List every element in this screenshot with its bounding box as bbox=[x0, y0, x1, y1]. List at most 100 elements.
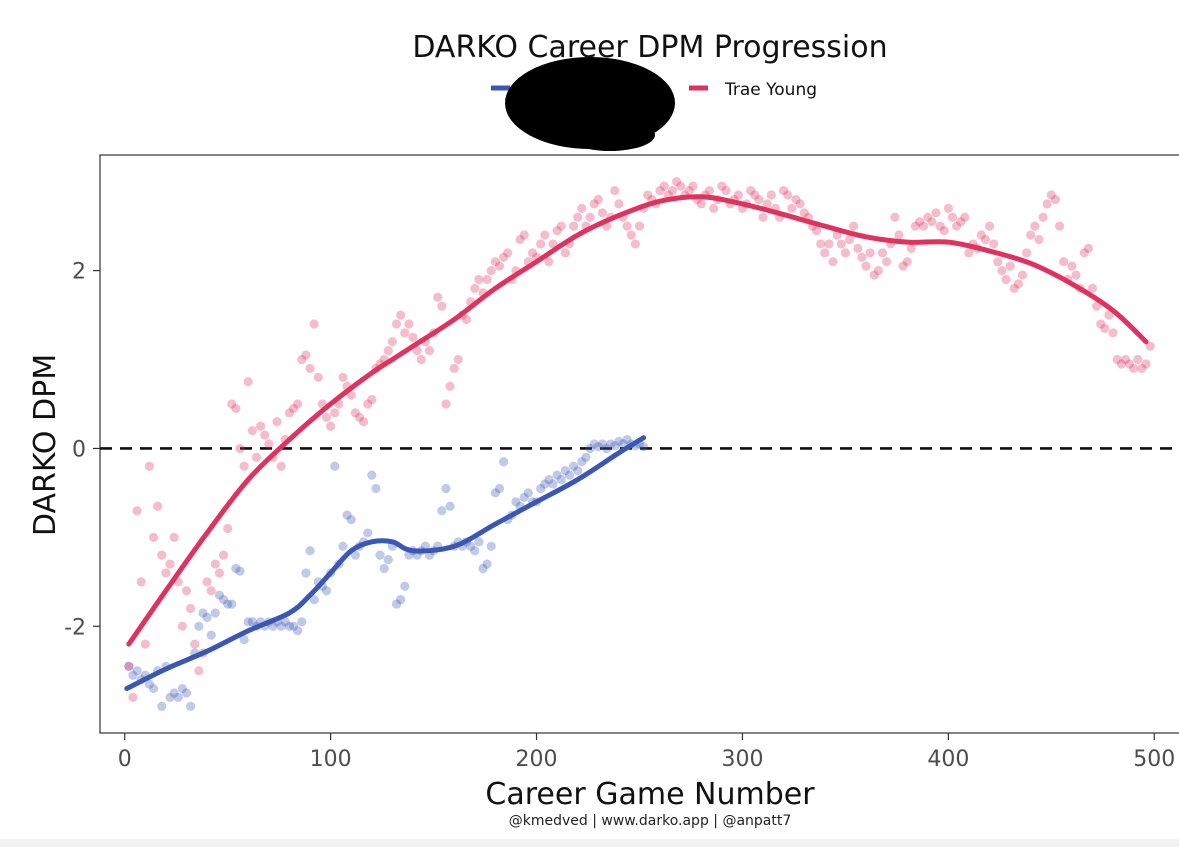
series-1-data-point bbox=[474, 537, 484, 547]
trae-young-data-point bbox=[453, 354, 463, 365]
trae-young-data-point bbox=[383, 346, 393, 356]
trae-young-data-point bbox=[853, 243, 863, 253]
trae-young-data-point bbox=[358, 417, 369, 427]
series-1-data-point bbox=[548, 479, 558, 489]
trae-young-data-point bbox=[943, 203, 953, 213]
series-1-data-point bbox=[391, 599, 402, 609]
series-1-data-point bbox=[486, 541, 496, 551]
trae-young-data-point bbox=[844, 234, 855, 245]
x-tick-label: 100 bbox=[310, 747, 352, 772]
series-1-data-point bbox=[400, 581, 410, 591]
trae-young-data-point bbox=[181, 586, 192, 596]
trae-young-data-point bbox=[223, 523, 233, 534]
trae-young-data-point bbox=[556, 221, 566, 231]
series-1-data-point bbox=[124, 661, 134, 671]
trae-young-data-point bbox=[1083, 243, 1093, 253]
trae-young-data-point bbox=[218, 550, 229, 560]
series-1-data-point bbox=[606, 439, 616, 449]
trae-young-data-point bbox=[391, 319, 402, 329]
trae-young-data-point bbox=[984, 221, 995, 231]
trae-young-data-point bbox=[276, 461, 286, 471]
series-1-data-point bbox=[610, 441, 620, 451]
trae-young-data-point bbox=[494, 261, 505, 271]
series-1-data-point bbox=[223, 599, 233, 609]
trae-young-data-point bbox=[704, 185, 715, 196]
trae-young-data-point bbox=[947, 212, 958, 222]
series-1-data-point bbox=[297, 617, 307, 627]
series-1-data-point bbox=[581, 452, 591, 462]
trae-young-data-point bbox=[498, 252, 509, 262]
trae-young-data-point bbox=[890, 212, 900, 222]
trae-young-data-point bbox=[610, 185, 620, 196]
series-1-data-point bbox=[350, 550, 360, 560]
series-1-data-point bbox=[338, 541, 348, 551]
series-1-data-point bbox=[194, 621, 204, 631]
x-tick-label: 200 bbox=[516, 747, 558, 772]
trae-young-data-point bbox=[144, 461, 155, 471]
trae-young-data-point bbox=[914, 217, 925, 227]
trae-young-data-point bbox=[288, 403, 299, 414]
trae-young-data-point bbox=[1141, 359, 1151, 369]
trae-young-data-point bbox=[840, 248, 851, 258]
series-1-data-point bbox=[301, 568, 311, 578]
trae-young-data-point bbox=[1026, 230, 1036, 240]
trae-young-data-point bbox=[1108, 328, 1118, 338]
trae-young-data-point bbox=[585, 212, 595, 222]
series-1-data-point bbox=[589, 439, 599, 449]
y-tick-label: -2 bbox=[64, 615, 86, 640]
trae-young-data-point bbox=[157, 550, 167, 560]
trae-young-data-point bbox=[877, 248, 888, 258]
x-tick-label: 400 bbox=[927, 747, 969, 772]
trae-young-data-point bbox=[1013, 279, 1023, 289]
series-1-data-point bbox=[622, 434, 632, 445]
trae-young-data-point bbox=[1133, 354, 1143, 365]
series-1-data-point bbox=[128, 670, 138, 680]
trae-young-data-point bbox=[1022, 248, 1032, 258]
series-1-data-point bbox=[367, 470, 377, 480]
trae-young-data-point bbox=[1009, 283, 1019, 293]
trae-young-data-point bbox=[956, 217, 966, 227]
series-1-data-point bbox=[556, 474, 566, 485]
trae-young-data-point bbox=[1050, 194, 1061, 205]
trae-young-data-point bbox=[630, 239, 640, 249]
y-tick-label: 2 bbox=[72, 260, 86, 285]
chart-caption: @kmedved | www.darko.app | @anpatt7 bbox=[509, 813, 792, 829]
trae-young-data-point bbox=[449, 363, 459, 374]
series-1-data-point bbox=[132, 666, 142, 676]
trae-young-data-point bbox=[301, 350, 311, 360]
trae-young-data-point bbox=[140, 639, 150, 649]
series-1-data-point bbox=[231, 563, 241, 574]
trae-young-data-point bbox=[482, 274, 492, 285]
trae-young-data-point bbox=[202, 577, 212, 587]
series-1-data-point bbox=[330, 461, 340, 471]
trae-young-data-point bbox=[1017, 270, 1028, 280]
trae-young-data-point bbox=[906, 243, 916, 253]
trae-young-data-point bbox=[861, 261, 871, 271]
series-1-data-point bbox=[601, 443, 612, 454]
series-1-data-point bbox=[490, 488, 500, 498]
series-1-data-point bbox=[466, 541, 476, 551]
trae-young-data-point bbox=[902, 257, 912, 267]
trae-young-data-point bbox=[816, 239, 826, 249]
trae-young-data-point bbox=[305, 363, 315, 374]
series-1-data-point bbox=[437, 506, 447, 516]
series-1-data-point bbox=[470, 546, 480, 556]
trae-young-data-point bbox=[206, 586, 216, 596]
series-1-data-point bbox=[169, 688, 179, 698]
series-1-data-point bbox=[441, 483, 451, 494]
series-1-data-point bbox=[227, 599, 237, 609]
trae-young-data-point bbox=[696, 199, 706, 209]
trae-young-data-point bbox=[939, 225, 949, 236]
series-1-data-point bbox=[214, 590, 225, 600]
trae-young-data-point bbox=[820, 248, 830, 258]
trae-young-data-point bbox=[424, 346, 435, 356]
series-1-data-point bbox=[585, 443, 595, 454]
trae-young-data-point bbox=[313, 372, 323, 382]
series-1-data-point bbox=[523, 488, 533, 498]
series-1-data-point bbox=[198, 608, 208, 618]
trae-young-data-point bbox=[1059, 257, 1069, 267]
trae-young-data-point bbox=[387, 337, 398, 347]
trae-young-data-point bbox=[227, 399, 237, 409]
series-1-data-point bbox=[573, 466, 583, 476]
series-1-smooth-line bbox=[124, 435, 647, 692]
